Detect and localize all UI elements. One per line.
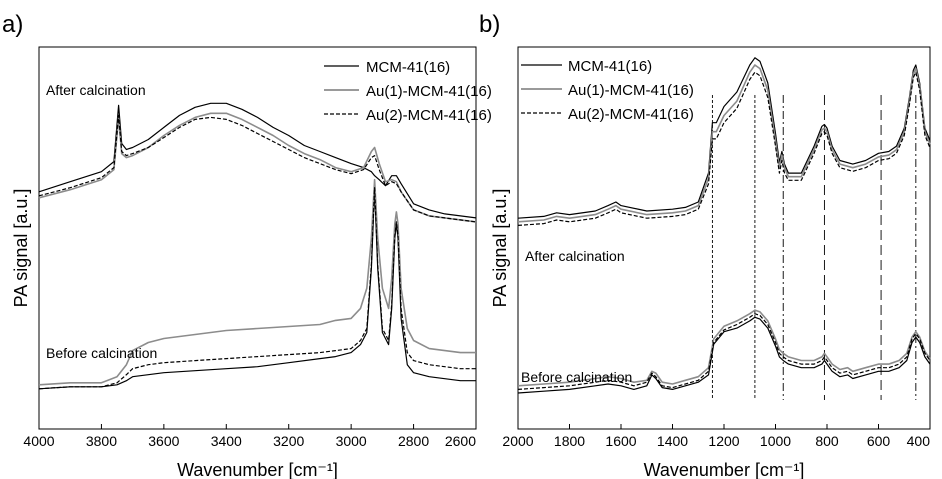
series-line-au-2-mcm-41-16-before-calcination: [517, 313, 931, 390]
series-line-au-2-mcm-41-16-after-calcination: [38, 114, 477, 223]
x-tick-label: 1800: [554, 433, 585, 449]
x-tick-label: 600: [867, 433, 891, 449]
series-line-au-1-mcm-41-16-before-calcination: [38, 178, 476, 386]
x-tick-label: 4000: [23, 433, 54, 449]
x-tick-label: 800: [815, 433, 839, 449]
x-tick-label: 2800: [398, 433, 429, 449]
series-line-au-1-mcm-41-16-after-calcination: [38, 112, 477, 223]
x-tick-label: 1000: [760, 433, 791, 449]
x-tick-label: 3800: [86, 433, 117, 449]
x-tick-label: 1600: [605, 433, 636, 449]
x-tick-label: 2600: [445, 433, 476, 449]
series-line-au-2-mcm-41-16-before-calcination: [38, 187, 476, 390]
series-line-mcm-41-16-after-calcination: [38, 102, 477, 219]
series-line-mcm-41-16-before-calcination: [38, 187, 476, 390]
panel-label: a): [2, 11, 23, 38]
series-line-mcm-41-16-before-calcination: [517, 316, 931, 394]
x-tick-label: 3200: [273, 433, 304, 449]
x-tick-label: 2000: [502, 433, 533, 449]
x-tick-label: 3600: [148, 433, 179, 449]
series-line-au-2-mcm-41-16-after-calcination: [517, 71, 931, 226]
series-line-au-1-mcm-41-16-after-calcination: [517, 64, 931, 223]
legend-entry: Au(2)-MCM-41(16): [366, 107, 492, 124]
legend-entry: Au(1)-MCM-41(16): [366, 83, 492, 100]
panel-label: b): [479, 11, 500, 38]
x-tick-label: 1400: [657, 433, 688, 449]
annotation: After calcination: [46, 82, 146, 98]
legend-entry: Au(2)-MCM-41(16): [568, 106, 694, 123]
x-tick-label: 3400: [211, 433, 242, 449]
x-tick-label: 400: [907, 433, 931, 449]
annotation: Before calcination: [521, 369, 632, 385]
y-axis-label: PA signal [a.u.]: [490, 189, 510, 308]
annotation: After calcination: [525, 248, 625, 264]
legend-entry: MCM-41(16): [366, 59, 450, 76]
x-axis-label: Wavenumber [cm⁻¹]: [177, 460, 338, 479]
annotation: Before calcination: [46, 345, 157, 361]
x-tick-label: 3000: [336, 433, 367, 449]
legend-entry: Au(1)-MCM-41(16): [568, 82, 694, 99]
plot-frame: [38, 46, 477, 430]
series-line-au-1-mcm-41-16-before-calcination: [517, 309, 931, 387]
legend-entry: MCM-41(16): [568, 58, 652, 75]
x-tick-label: 1200: [708, 433, 739, 449]
x-axis-label: Wavenumber [cm⁻¹]: [644, 460, 805, 479]
y-axis-label: PA signal [a.u.]: [11, 189, 31, 308]
